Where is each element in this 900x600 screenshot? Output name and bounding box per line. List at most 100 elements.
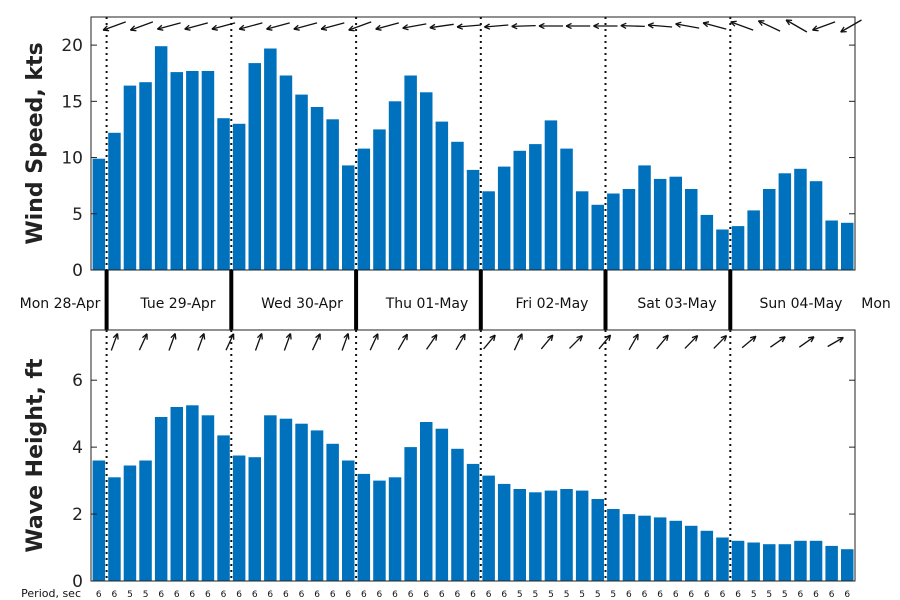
wind-bar <box>310 107 324 270</box>
wind-bar <box>264 48 277 270</box>
wind-direction-arrow <box>102 21 126 32</box>
wind-direction-arrow <box>757 20 781 32</box>
wave-direction-arrow <box>110 333 119 351</box>
wind-bar <box>139 82 152 270</box>
wave-direction-arrow <box>684 334 699 349</box>
wind-bar <box>201 71 215 270</box>
wave-bar <box>544 490 558 581</box>
wind-direction-arrow <box>785 19 808 33</box>
wind-bar <box>123 85 137 270</box>
wave-direction-arrow <box>741 335 757 349</box>
wind-bar <box>404 75 417 270</box>
period-value: 6 <box>96 590 102 600</box>
period-value: 6 <box>392 590 398 600</box>
wave-direction-arrow <box>540 334 554 350</box>
wave-direction-arrow <box>770 336 786 348</box>
wave-bar <box>248 457 261 581</box>
wave-bar <box>451 448 464 581</box>
wave-bar <box>809 540 823 581</box>
period-value: 6 <box>377 590 383 600</box>
day-label: Mon <box>861 296 891 312</box>
period-value: 6 <box>470 590 476 600</box>
wind-ytick-label: 5 <box>72 205 83 225</box>
day-label: Tue 29-Apr <box>139 296 215 312</box>
wave-bar <box>607 509 620 581</box>
period-value: 5 <box>595 590 601 600</box>
wind-bar <box>591 204 604 270</box>
period-value: 6 <box>486 590 492 600</box>
wave-bar <box>186 405 199 581</box>
wave-direction-arrow <box>827 336 844 348</box>
period-value: 6 <box>704 590 710 600</box>
wave-direction-arrow <box>283 333 292 351</box>
wind-bar <box>357 148 371 270</box>
wind-direction-arrow <box>348 21 372 32</box>
wave-bar <box>232 455 246 581</box>
day-label: Fri 02-May <box>516 296 589 312</box>
wave-bar <box>482 475 495 581</box>
period-value: 6 <box>236 590 242 600</box>
wave-bar <box>357 473 371 581</box>
wind-bar <box>778 173 792 270</box>
wave-bar <box>154 417 168 581</box>
wind-direction-arrow <box>320 22 345 31</box>
wind-direction-arrow <box>375 22 399 31</box>
wind-bar <box>497 166 511 270</box>
period-value: 6 <box>267 590 273 600</box>
wind-bar <box>295 94 308 270</box>
wave-bar <box>497 483 511 581</box>
period-value: 6 <box>174 590 180 600</box>
period-value: 6 <box>283 590 289 600</box>
period-value: 6 <box>720 590 726 600</box>
period-label: Period, sec <box>21 587 81 600</box>
wave-direction-arrow <box>513 333 523 351</box>
wave-bar <box>575 490 589 581</box>
wave-direction-arrow <box>369 333 379 351</box>
wind-bar <box>373 129 386 270</box>
wind-direction-arrow <box>129 21 154 32</box>
period-value: 6 <box>345 590 351 600</box>
wave-direction-arrow <box>425 334 438 350</box>
period-value: 6 <box>673 590 679 600</box>
wave-direction-arrow <box>628 333 639 351</box>
period-value: 5 <box>143 590 149 600</box>
wind-bar <box>451 141 464 270</box>
wind-bar <box>747 210 760 270</box>
wave-bar <box>123 465 137 581</box>
period-value: 5 <box>564 590 570 600</box>
wind-bar <box>388 101 402 270</box>
wave-direction-arrow <box>311 333 321 351</box>
wind-direction-arrow <box>647 22 673 29</box>
wind-bar <box>809 181 823 270</box>
period-value: 6 <box>361 590 367 600</box>
wind-bar <box>232 123 246 270</box>
day-label: Thu 01-May <box>385 296 469 312</box>
wind-direction-arrow <box>266 22 290 31</box>
wave-bar <box>92 460 106 581</box>
wind-direction-arrow <box>730 20 754 31</box>
wind-direction-arrow <box>840 19 862 33</box>
wave-bar <box>342 460 355 581</box>
period-value: 5 <box>517 590 523 600</box>
wind-bar <box>685 189 698 270</box>
wind-direction-arrow <box>238 22 263 31</box>
wind-ytick-label: 0 <box>72 261 83 281</box>
wave-direction-arrow <box>656 334 669 350</box>
wave-bar <box>778 544 792 581</box>
period-value: 5 <box>579 590 585 600</box>
wind-direction-arrow <box>702 21 727 30</box>
wind-direction-arrow <box>293 22 318 31</box>
wind-speed-panel: 0 5 10 15 20 Wind Speed, kts <box>23 16 862 281</box>
wind-direction-arrow <box>538 22 563 30</box>
wave-bar <box>388 477 402 581</box>
wind-direction-arrow <box>565 22 591 30</box>
period-value: 6 <box>252 590 258 600</box>
day-label: Sun 04-May <box>760 296 843 312</box>
wave-bar <box>685 525 698 581</box>
wind-bar <box>763 189 776 270</box>
wave-direction-arrow <box>455 333 466 351</box>
wave-direction-arrow <box>138 333 148 351</box>
wave-direction-arrow <box>598 334 612 350</box>
wave-bar <box>747 542 760 581</box>
period-value: 6 <box>657 590 663 600</box>
